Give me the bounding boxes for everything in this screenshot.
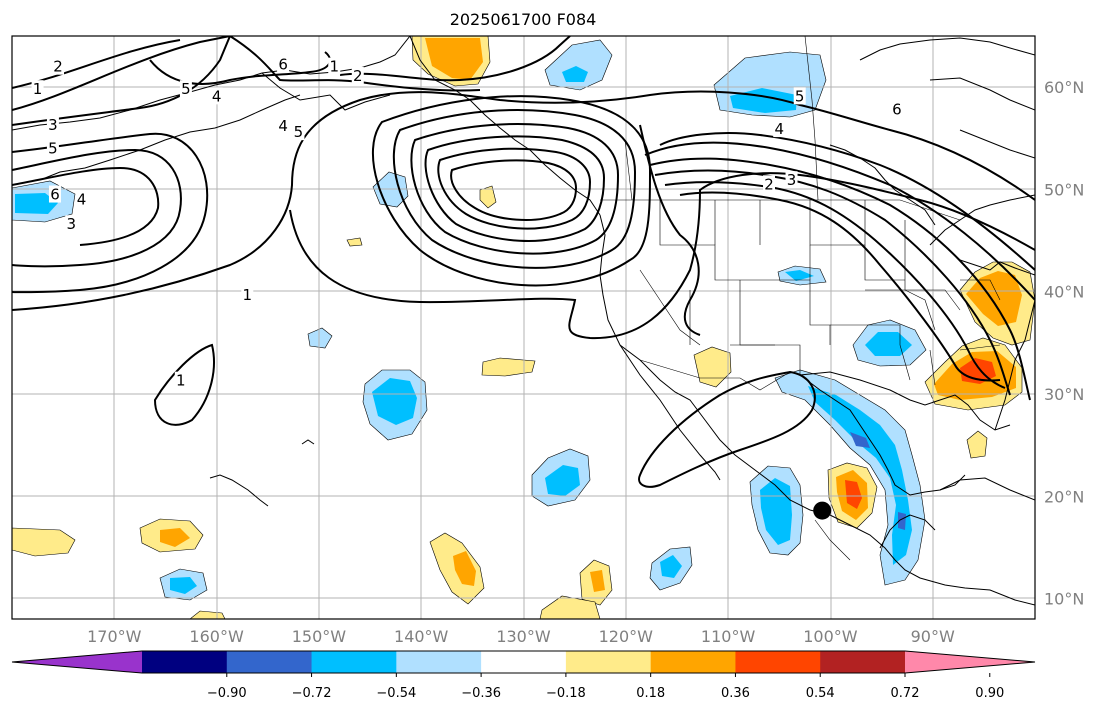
contour-label: 2 [764,175,774,193]
lat-tick-label: 10°N [1044,590,1084,609]
contour-label-backing [785,171,798,189]
contour-label-backing [210,87,223,105]
map-frame [11,35,1036,620]
contour-label: 4 [774,120,784,138]
storm-position-marker [813,501,832,520]
colorbar-tick-label: 0.90 [975,686,1004,701]
colorbar-tick-label: 0.72 [891,686,920,701]
colorbar-extend-high [905,651,1035,673]
contour-label: 5 [795,87,805,105]
coastlines [12,36,1035,606]
lat-tick-label: 20°N [1044,487,1084,506]
lon-tick-label: 170°W [87,627,142,646]
contour-label: 6 [892,101,902,119]
contour-label: 1 [33,80,43,98]
contour-label-backing [65,215,78,233]
colorbar-swatch [481,651,567,673]
colorbar-tick-label: −0.36 [461,686,501,701]
contour-label: 1 [329,58,339,76]
contour-label: 6 [278,56,288,74]
colorbar-swatch [820,651,906,673]
colorbar-outline [11,650,1036,674]
contour-label-backing [179,80,192,98]
lon-tick-label: 150°W [292,627,347,646]
colorbar-tick-label: −0.72 [292,686,332,701]
lon-tick-label: 100°W [803,627,858,646]
colorbar-swatch [226,651,313,673]
contour-label-backing [52,57,65,75]
lat-tick-label: 40°N [1044,283,1084,302]
contour-label: 3 [67,215,77,233]
lon-tick-label: 110°W [701,627,756,646]
contour-label-backing [75,190,88,208]
contour-label-backing [292,123,305,141]
colorbar-swatch [396,651,482,673]
longitude-labels: 170°W 160°W 150°W 140°W 130°W 120°W 110°W 100°W… [87,627,955,646]
lon-tick-label: 140°W [394,627,449,646]
colorbar-tick-label: −0.90 [207,686,247,701]
contour-label: 3 [787,171,797,189]
colorbar-swatch [142,651,228,673]
contour-label: 5 [48,140,58,158]
contour-label-backing [763,175,776,193]
contour-label-backing [328,57,341,75]
contour-label-backing [351,66,364,84]
colorbar-swatch [650,651,736,673]
contour-label: 1 [176,372,186,390]
colorbar-extend-low [12,651,142,673]
height-contours [12,36,1035,488]
colorbar-tick-label: 0.36 [721,686,750,701]
lon-tick-label: 90°W [911,627,955,646]
contour-label: 4 [278,117,288,135]
contour-label-backing [46,139,59,157]
lon-tick-label: 130°W [496,627,551,646]
contour-label: 3 [48,116,58,134]
colorbar-tick-label: −0.54 [376,686,416,701]
colorbar-tick-label: 0.18 [636,686,665,701]
contour-label-backing [46,115,59,133]
lat-tick-label: 50°N [1044,180,1084,199]
contour-label-backing [793,87,806,105]
colorbar-tick-label: −0.18 [546,686,586,701]
contour-label: 2 [353,67,363,85]
lat-tick-label: 60°N [1044,78,1084,97]
contour-label-backing [773,120,786,138]
chart-title: 2025061700 F084 [450,10,597,29]
latitude-labels: 10°N 20°N 30°N 40°N 50°N 60°N [1044,78,1084,608]
colorbar-swatch [565,651,652,673]
colorbar: −0.90 −0.72 −0.54 −0.36 −0.18 0.18 0.36 0.54 0.7… [11,650,1036,701]
colorbar-swatch [735,651,821,673]
contour-label: 4 [77,191,87,209]
lon-tick-label: 160°W [189,627,244,646]
colorbar-tick-label: 0.54 [806,686,835,701]
contour-label-backing [31,80,44,98]
contour-label: 5 [181,80,191,98]
lon-tick-label: 120°W [599,627,654,646]
lat-tick-label: 30°N [1044,385,1084,404]
contour-label-backing [241,285,254,303]
contour-label-backing [277,117,290,135]
contour-label-backing [277,55,290,73]
contour-label: 5 [294,123,304,141]
colorbar-swatch [311,651,397,673]
contour-label-backing [48,185,61,203]
contour-label: 4 [212,87,222,105]
contour-label: 2 [53,58,63,76]
contour-label-backing [174,371,187,389]
contour-label: 6 [50,186,60,204]
contour-label: 1 [243,286,253,304]
contour-label-backing [890,100,903,118]
